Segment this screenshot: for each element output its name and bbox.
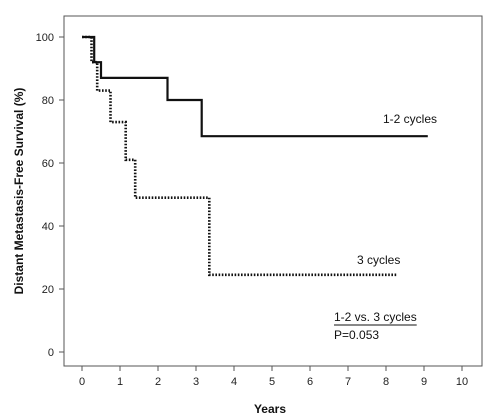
y-tick-label: 40: [42, 221, 54, 233]
series-line-1-2-cycles: [82, 35, 428, 138]
comparison-label: 1-2 vs. 3 cycles: [334, 310, 417, 324]
y-tick-label: 100: [36, 32, 54, 44]
x-tick-label: 6: [307, 376, 313, 388]
y-tick-label: 60: [42, 158, 54, 170]
plot-frame: [63, 15, 483, 367]
y-tick-label: 20: [42, 284, 54, 296]
x-tick-label: 3: [193, 376, 199, 388]
series-label-3-cycles: 3 cycles: [357, 253, 400, 267]
x-tick-label: 9: [421, 376, 427, 388]
y-tick-label: 0: [48, 347, 54, 359]
p-value-label: P=0.053: [334, 328, 379, 342]
series-line-3-cycles: [82, 35, 398, 277]
y-tick-label: 80: [42, 95, 54, 107]
y-axis-title: Distant Metastasis-Free Survival (%): [12, 88, 26, 295]
x-axis-title: Years: [254, 402, 286, 416]
x-tick-label: 7: [345, 376, 351, 388]
x-tick-label: 5: [269, 376, 275, 388]
x-tick-label: 8: [383, 376, 389, 388]
x-axis: 0 1 2 3 4 5 6 7 8 9 10: [79, 366, 468, 388]
series-layer: [82, 35, 428, 277]
x-tick-label: 4: [231, 376, 237, 388]
x-tick-label: 0: [79, 376, 85, 388]
y-axis: 0 20 40 60 80 100: [36, 32, 64, 359]
x-tick-label: 2: [155, 376, 161, 388]
x-tick-label: 10: [456, 376, 468, 388]
series-label-1-2-cycles: 1-2 cycles: [383, 112, 437, 126]
x-tick-label: 1: [117, 376, 123, 388]
